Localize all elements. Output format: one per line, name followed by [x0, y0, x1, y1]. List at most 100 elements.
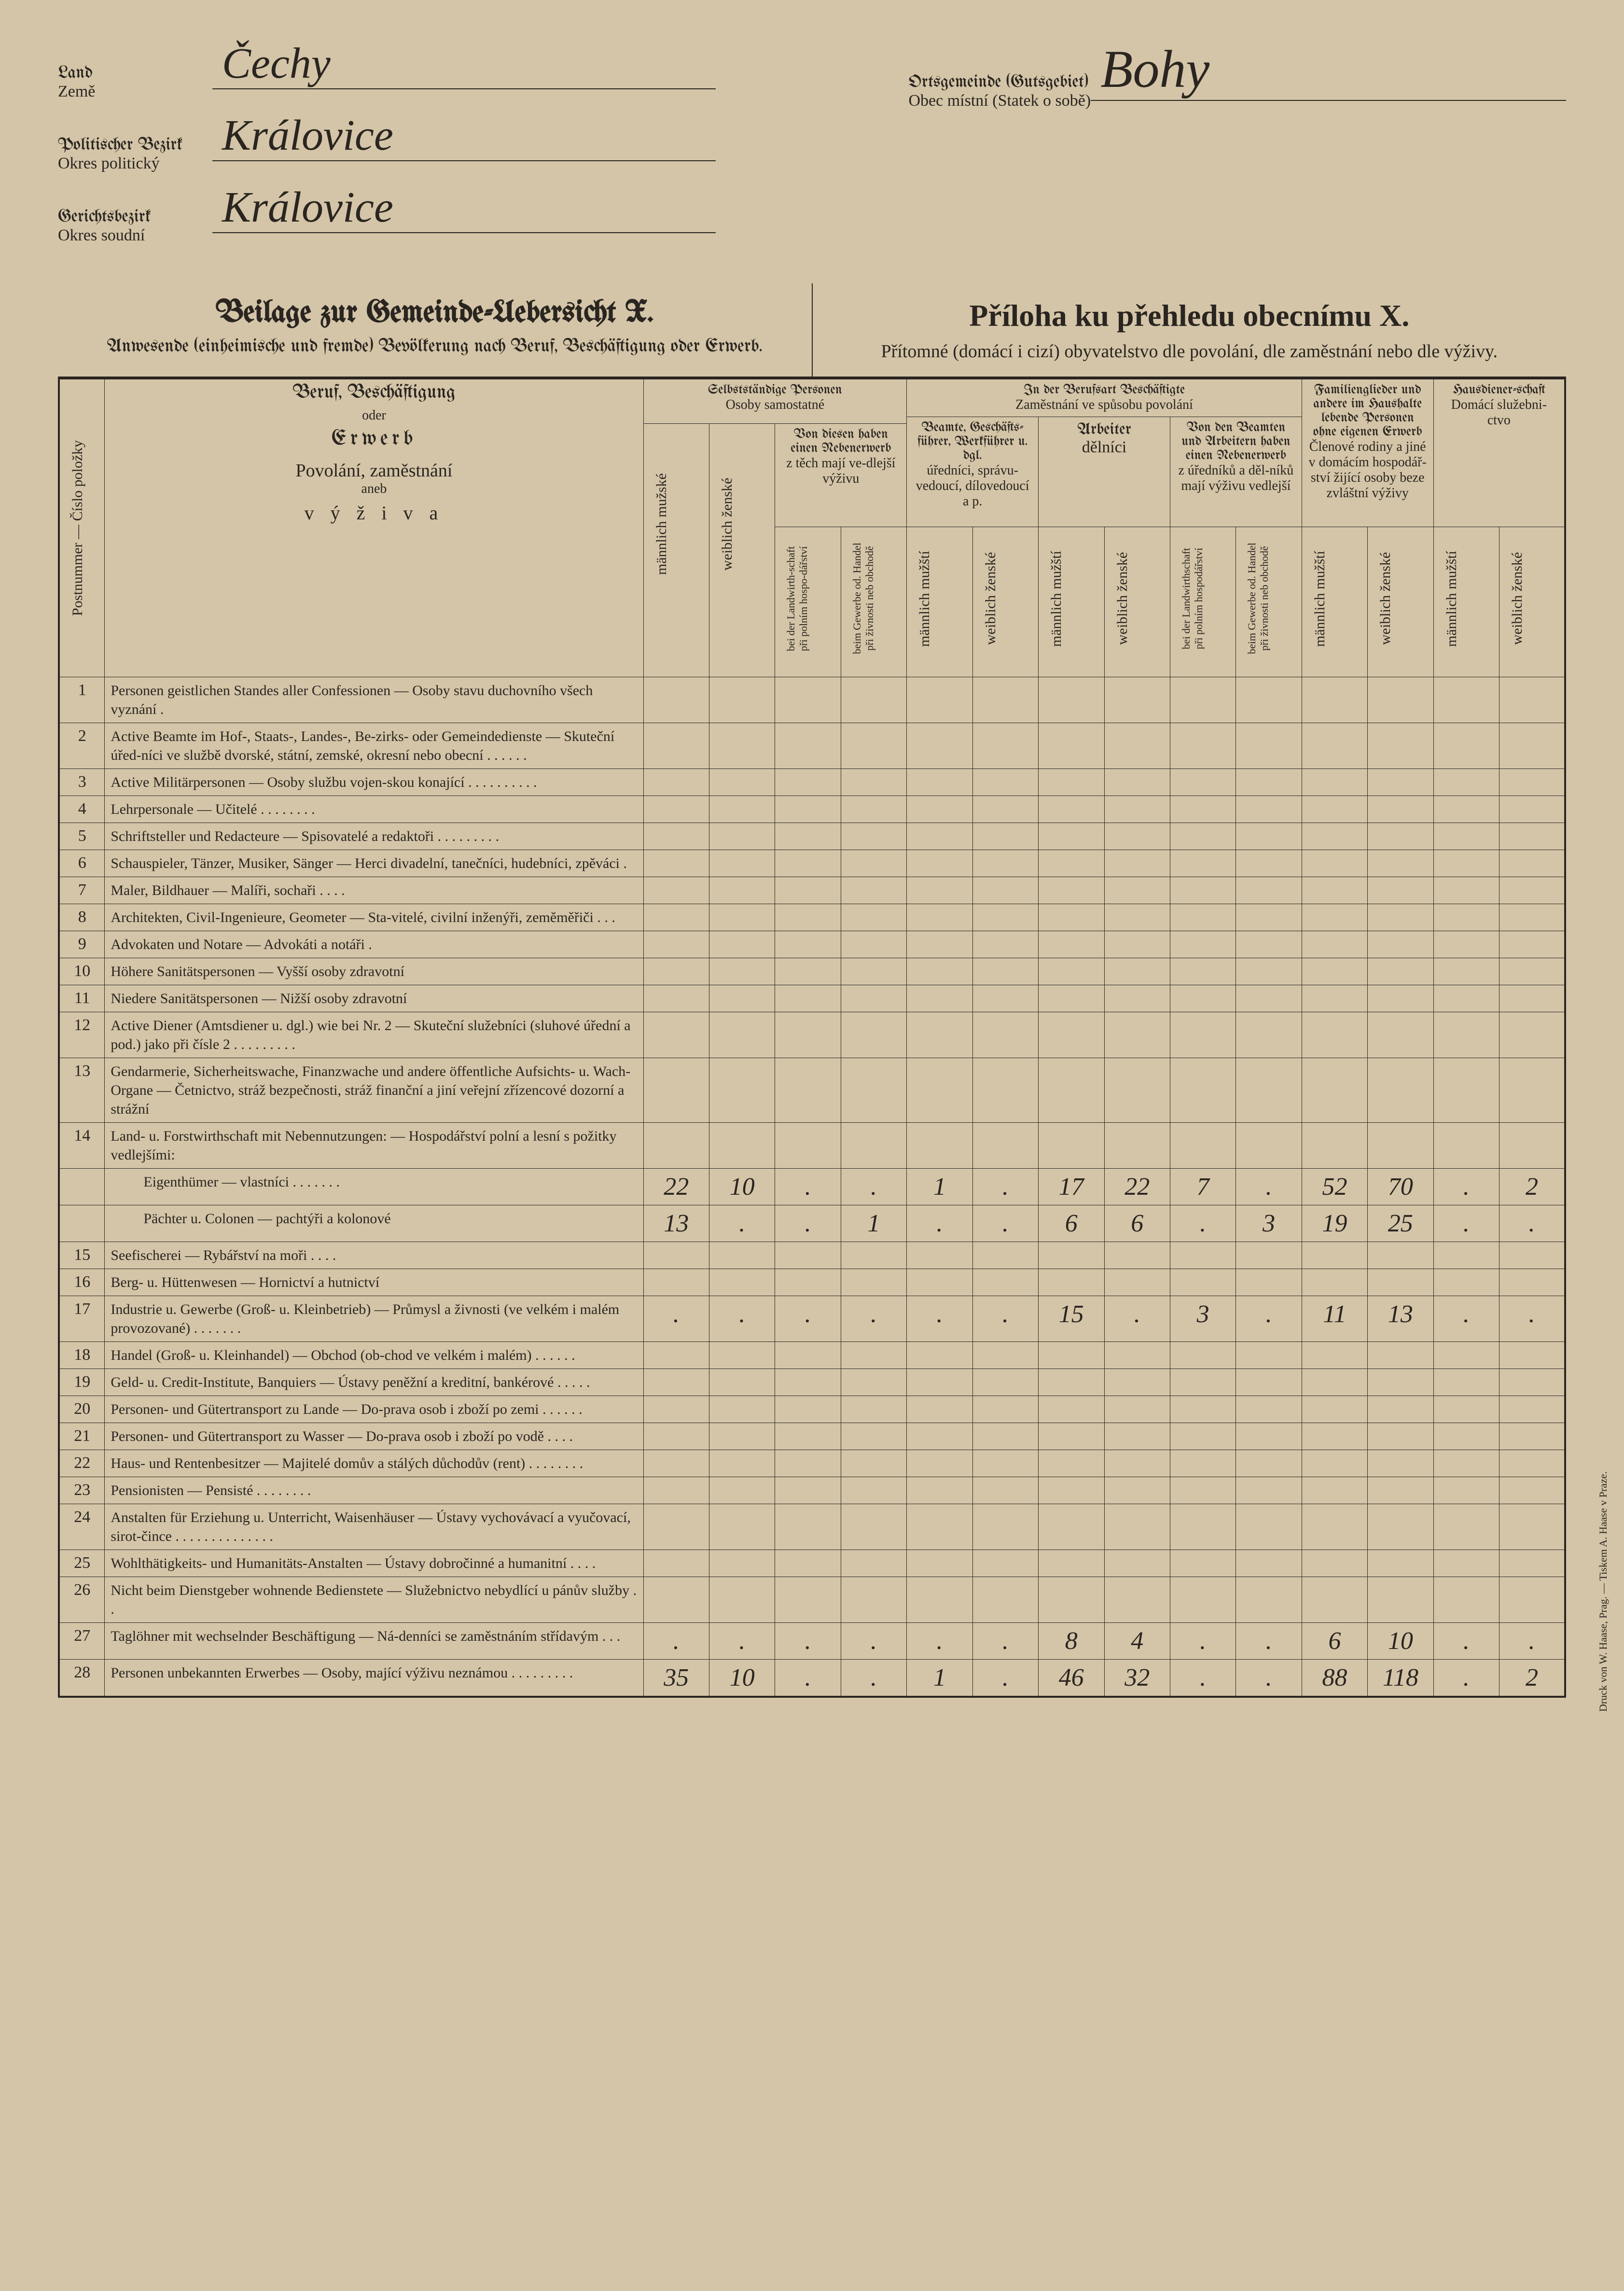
data-cell: [972, 1369, 1038, 1396]
data-cell: [1499, 850, 1565, 877]
data-cell: .: [775, 1623, 841, 1660]
data-cell: [1302, 1504, 1367, 1550]
data-cell: 35: [643, 1660, 709, 1697]
data-cell: [972, 1577, 1038, 1623]
row-number: 14: [59, 1123, 105, 1169]
row-description: Haus- und Rentenbesitzer — Majitelé domů…: [105, 1450, 643, 1477]
data-cell: 22: [643, 1169, 709, 1205]
data-cell: [972, 1058, 1038, 1123]
data-cell: [1236, 1269, 1302, 1296]
data-cell: [907, 796, 972, 823]
data-cell: [1368, 677, 1433, 723]
data-cell: [841, 1396, 906, 1423]
selbst-cz: Osoby samostatné: [650, 397, 901, 413]
print-note: Druck von W. Haase, Prag. — Tiskem A. Ha…: [1597, 1471, 1610, 1712]
data-cell: [841, 1269, 906, 1296]
table-row: 18Handel (Groß- u. Kleinhandel) — Obchod…: [59, 1342, 1565, 1369]
data-cell: 1: [841, 1205, 906, 1242]
data-cell: [1039, 1012, 1104, 1058]
povolani: Povolání, zaměstnání: [111, 460, 637, 481]
m4: männlich mužští: [1308, 531, 1332, 666]
data-cell: [841, 796, 906, 823]
data-cell: [907, 1504, 972, 1550]
col-m4: männlich mužští: [1302, 527, 1367, 677]
data-cell: [775, 1012, 841, 1058]
data-cell: [972, 1269, 1038, 1296]
table-row: 25Wohlthätigkeits- und Humanitäts-Anstal…: [59, 1550, 1565, 1577]
row-number: [59, 1169, 105, 1205]
data-cell: .: [1433, 1296, 1499, 1342]
row-number: 26: [59, 1577, 105, 1623]
table-row: 4Lehrpersonale — Učitelé . . . . . . . .: [59, 796, 1565, 823]
data-cell: [907, 1423, 972, 1450]
data-cell: [1368, 1550, 1433, 1577]
row-description: Industrie u. Gewerbe (Groß- u. Kleinbetr…: [105, 1296, 643, 1342]
value-gericht: Královice: [212, 182, 716, 233]
data-cell: [1302, 769, 1367, 796]
data-cell: 4: [1104, 1623, 1170, 1660]
table-row: 3Active Militärpersonen — Osoby službu v…: [59, 769, 1565, 796]
col-selbst: Selbstständige Personen Osoby samostatné: [643, 378, 907, 424]
data-cell: [1104, 1242, 1170, 1269]
data-cell: [709, 1396, 775, 1423]
data-cell: .: [775, 1169, 841, 1205]
data-cell: [1236, 1012, 1302, 1058]
data-cell: [1302, 877, 1367, 904]
title-sub-cz: Přítomné (domácí i cizí) obyvatelstvo dl…: [822, 341, 1557, 362]
data-cell: [1039, 1450, 1104, 1477]
data-cell: [1302, 1550, 1367, 1577]
field-gericht: Gerichtsbezirk Okres soudní Královice: [58, 182, 716, 245]
data-cell: [907, 958, 972, 985]
row-number: 23: [59, 1477, 105, 1504]
data-cell: [1104, 985, 1170, 1012]
data-cell: [775, 1423, 841, 1450]
data-cell: .: [972, 1623, 1038, 1660]
data-cell: [709, 958, 775, 985]
data-cell: [1499, 958, 1565, 985]
row-number: 24: [59, 1504, 105, 1550]
data-cell: [1499, 677, 1565, 723]
table-row: 9Advokaten und Notare — Advokáti a notář…: [59, 931, 1565, 958]
data-cell: [709, 1058, 775, 1123]
header-left: Land Země Čechy Politischer Bezirk Okres…: [58, 39, 716, 254]
col-w3: weiblich ženské: [1104, 527, 1170, 677]
data-cell: [1104, 1269, 1170, 1296]
data-cell: [1039, 1423, 1104, 1450]
data-cell: [972, 823, 1038, 850]
data-cell: [1104, 1123, 1170, 1169]
data-cell: [1368, 723, 1433, 769]
data-cell: [1236, 796, 1302, 823]
data-cell: [1104, 931, 1170, 958]
row-description: Taglöhner mit wechselnder Beschäftigung …: [105, 1623, 643, 1660]
label-orts-cz: Obec místní (Statek o sobě): [909, 92, 1091, 110]
data-cell: .: [775, 1660, 841, 1697]
data-cell: [1499, 931, 1565, 958]
data-cell: [1368, 1269, 1433, 1296]
data-cell: [709, 1477, 775, 1504]
data-cell: [841, 1369, 906, 1396]
data-cell: [1302, 823, 1367, 850]
berufsart-cz: Zaměstnání ve spůsobu povolání: [913, 397, 1296, 413]
hausdiener-cz: Domácí služebni-ctvo: [1440, 397, 1558, 428]
row-description: Active Diener (Amtsdiener u. dgl.) wie b…: [105, 1012, 643, 1058]
data-cell: [1433, 850, 1499, 877]
data-cell: [1368, 1012, 1433, 1058]
data-cell: [1499, 1577, 1565, 1623]
data-cell: [1104, 1577, 1170, 1623]
data-cell: [907, 931, 972, 958]
data-cell: .: [1236, 1169, 1302, 1205]
data-cell: [643, 904, 709, 931]
data-cell: [1236, 1242, 1302, 1269]
row-number: 22: [59, 1450, 105, 1477]
data-cell: [1236, 877, 1302, 904]
table-row: 8Architekten, Civil-Ingenieure, Geometer…: [59, 904, 1565, 931]
data-cell: .: [1499, 1623, 1565, 1660]
data-cell: [1499, 796, 1565, 823]
data-cell: .: [1170, 1205, 1235, 1242]
row-number: [59, 1205, 105, 1242]
data-cell: [1433, 769, 1499, 796]
data-cell: [775, 1504, 841, 1550]
data-cell: [907, 1450, 972, 1477]
data-cell: .: [972, 1169, 1038, 1205]
data-cell: [907, 904, 972, 931]
